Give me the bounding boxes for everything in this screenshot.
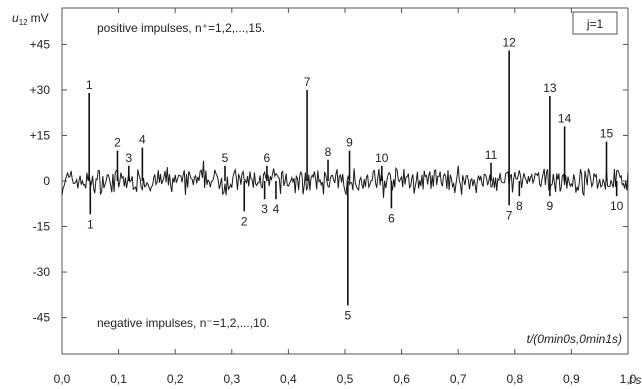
negative-impulse-label-7: 7 — [506, 208, 513, 222]
noise-signal-line — [61, 160, 629, 198]
positive-impulse-label-13: 13 — [543, 81, 557, 95]
positive-impulse-label-7: 7 — [304, 75, 311, 89]
x-tick-label: 0,4 — [280, 372, 297, 386]
negative-impulse-label-8: 8 — [516, 199, 523, 213]
y-axis-label-main: u — [12, 11, 19, 25]
x-tick-label: 0,8 — [506, 372, 523, 386]
positive-impulse-label-6: 6 — [264, 151, 271, 165]
x-tick-label: 0,3 — [223, 372, 240, 386]
legend-box-text: j=1 — [586, 17, 604, 31]
y-axis-label-unit: mV — [31, 11, 49, 25]
positive-impulse-label-9: 9 — [346, 136, 353, 150]
legend-box — [572, 11, 618, 35]
positive-impulse-label-3: 3 — [125, 151, 132, 165]
negative-impulse-label-9: 9 — [547, 199, 554, 213]
positive-impulse-label-15: 15 — [600, 127, 614, 141]
positive-impulse-label-2: 2 — [114, 136, 121, 150]
top-annotation: positive impulses, n⁺=1,2,...,15. — [97, 21, 265, 35]
y-tick-label: +15 — [30, 128, 51, 142]
x-tick-label: 0,7 — [450, 372, 467, 386]
x-tick-label: 0,1 — [110, 372, 127, 386]
negative-impulse-label-4: 4 — [273, 202, 280, 216]
y-axis-label-sub: 12 — [19, 18, 28, 27]
y-tick-label: +45 — [30, 37, 51, 51]
x-tick-label: 0,5 — [337, 372, 354, 386]
positive-impulse-label-14: 14 — [558, 111, 572, 125]
negative-impulse-label-2: 2 — [241, 214, 248, 228]
bottom-annotation: negative impulses, n⁻=1,2,...,10. — [97, 316, 270, 330]
negative-impulse-label-6: 6 — [388, 211, 395, 225]
x-axis-label-main: t — [629, 373, 633, 387]
positive-impulse-label-10: 10 — [375, 151, 389, 165]
positive-impulse-label-12: 12 — [502, 35, 516, 49]
negative-impulse-label-1: 1 — [87, 217, 94, 231]
x-axis-label-unit: s — [635, 373, 641, 387]
x-tick-label: 0,9 — [563, 372, 580, 386]
y-axis-label: u12 mV — [12, 11, 49, 27]
x-tick-label: 0,0 — [54, 372, 71, 386]
x-tick-label: 0,2 — [167, 372, 184, 386]
y-tick-label: -15 — [33, 220, 51, 234]
positive-impulse-label-1: 1 — [86, 78, 93, 92]
impulse-layer — [88, 50, 618, 306]
y-tick-label: 0 — [43, 174, 50, 188]
y-tick-label: +30 — [30, 83, 51, 97]
x-tick-label: 1,0 — [620, 372, 637, 386]
negative-impulse-label-5: 5 — [344, 308, 351, 322]
x-tick-label: 0,6 — [393, 372, 410, 386]
ticks-layer: 0,0 0,1 0,2 0,3 0,4 0,5 0,6 0,7 0,8 0,9 1,0 +45 +30 +… — [30, 8, 637, 386]
positive-impulse-label-5: 5 — [222, 151, 229, 165]
plot-frame — [61, 7, 629, 355]
positive-impulse-label-4: 4 — [139, 133, 146, 147]
positive-impulse-label-8: 8 — [325, 145, 332, 159]
y-tick-label: -45 — [33, 311, 51, 325]
time-window-label: t/(0min0s,0min1s) — [527, 332, 622, 346]
negative-impulse-label-3: 3 — [261, 202, 268, 216]
y-tick-label: -30 — [33, 265, 51, 279]
negative-impulse-label-10: 10 — [610, 199, 624, 213]
positive-impulse-label-11: 11 — [485, 148, 498, 162]
